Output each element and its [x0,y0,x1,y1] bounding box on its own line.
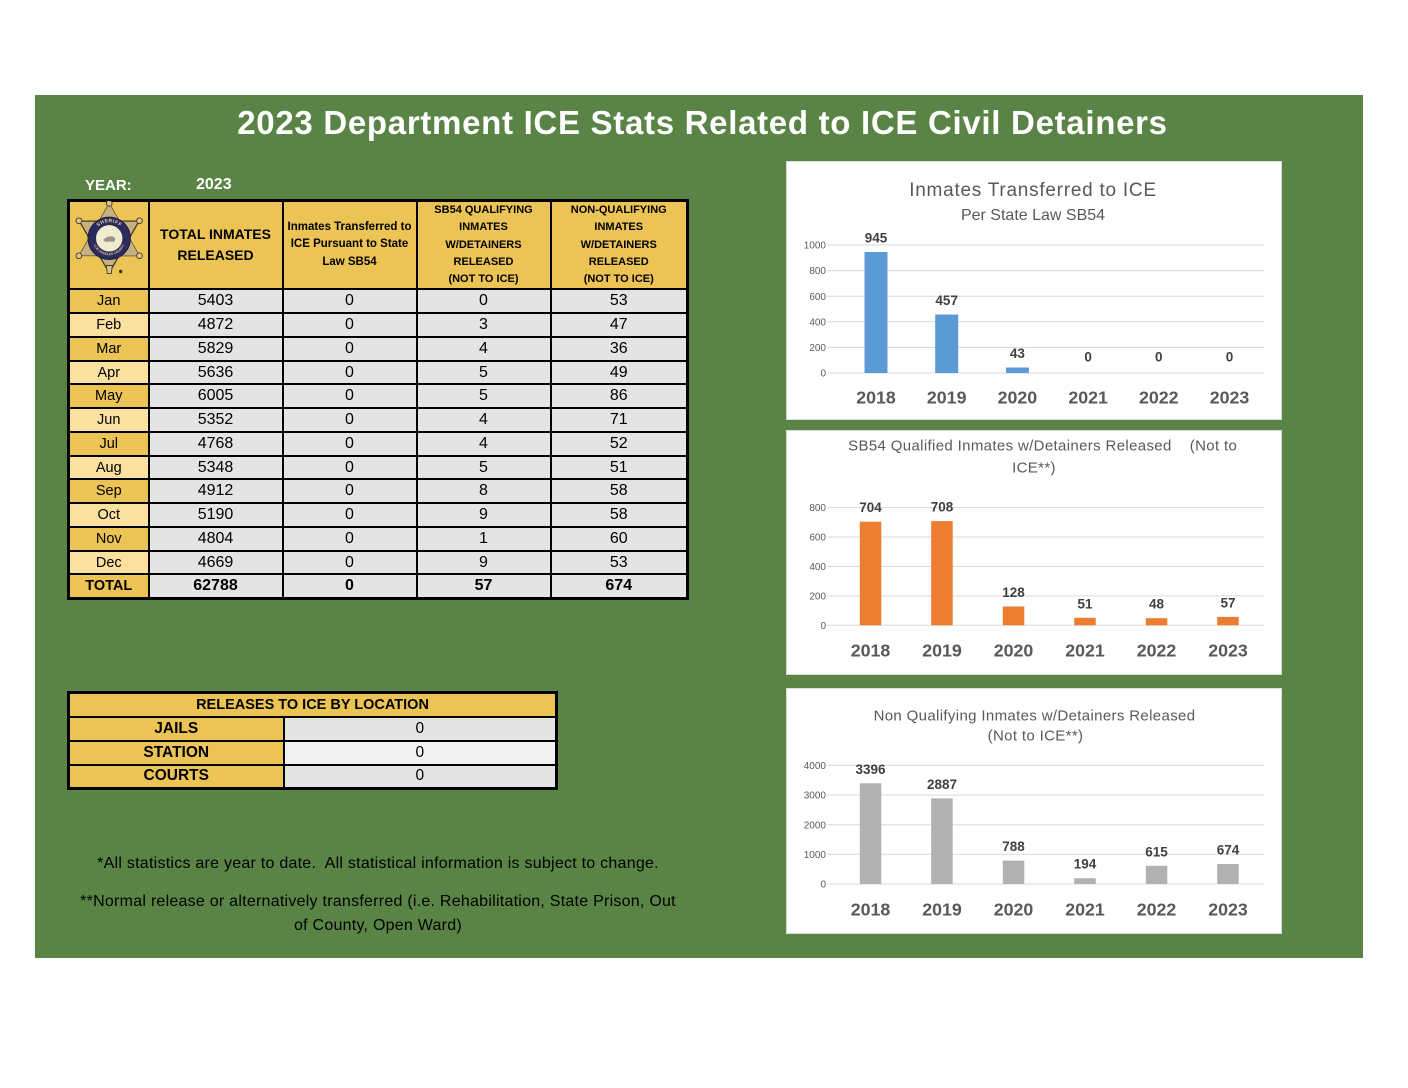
svg-text:3396: 3396 [855,762,886,777]
svg-text:2022: 2022 [1137,641,1177,661]
svg-text:3000: 3000 [804,791,827,802]
svg-text:708: 708 [931,500,954,515]
svg-text:800: 800 [809,503,826,514]
svg-text:2019: 2019 [922,641,962,661]
svg-text:200: 200 [809,343,826,354]
svg-text:2019: 2019 [922,900,962,920]
svg-text:194: 194 [1074,857,1097,872]
svg-text:(Not to ICE**): (Not to ICE**) [988,728,1084,745]
svg-text:43: 43 [1010,346,1026,361]
svg-text:0: 0 [1084,350,1092,365]
svg-text:57: 57 [1220,595,1235,610]
svg-text:51: 51 [1077,596,1093,611]
svg-text:788: 788 [1002,839,1025,854]
svg-text:2020: 2020 [994,900,1034,920]
svg-text:2018: 2018 [851,641,891,661]
svg-text:2021: 2021 [1065,900,1105,920]
svg-text:2018: 2018 [851,900,891,920]
svg-text:Non Qualifying Inmates w/Detai: Non Qualifying Inmates w/Detainers Relea… [874,708,1196,725]
svg-text:600: 600 [809,533,826,544]
svg-text:4000: 4000 [804,761,827,772]
svg-text:2023: 2023 [1208,641,1248,661]
svg-text:2022: 2022 [1137,900,1177,920]
svg-text:2000: 2000 [804,820,827,831]
svg-text:2022: 2022 [1139,388,1179,408]
svg-text:0: 0 [820,880,826,891]
svg-text:1000: 1000 [804,850,827,861]
svg-text:SHERIFF: SHERIFF [96,218,123,228]
svg-text:1000: 1000 [804,241,827,252]
svg-text:0: 0 [1226,350,1234,365]
svg-text:ICE**): ICE**) [1012,460,1056,477]
svg-text:400: 400 [809,317,826,328]
svg-text:200: 200 [809,592,826,603]
svg-text:128: 128 [1002,585,1025,600]
svg-text:800: 800 [809,266,826,277]
svg-text:0: 0 [820,369,826,380]
svg-text:2021: 2021 [1065,641,1105,661]
svg-text:2021: 2021 [1068,388,1108,408]
svg-text:Per State Law SB54: Per State Law SB54 [961,207,1105,224]
svg-text:600: 600 [809,292,826,303]
svg-text:457: 457 [935,293,958,308]
svg-text:Inmates Transferred to ICE: Inmates Transferred to ICE [909,180,1157,201]
svg-text:945: 945 [865,231,888,246]
svg-text:SB54 Qualified Inmates w/Detai: SB54 Qualified Inmates w/Detainers Relea… [848,438,1237,455]
svg-text:615: 615 [1145,844,1168,859]
svg-text:2023: 2023 [1210,388,1250,408]
svg-text:2019: 2019 [927,388,967,408]
svg-text:2023: 2023 [1208,900,1248,920]
svg-text:674: 674 [1217,843,1240,858]
svg-text:0: 0 [1155,350,1163,365]
svg-text:48: 48 [1149,597,1165,612]
svg-text:2887: 2887 [927,777,957,792]
svg-text:704: 704 [859,500,882,515]
svg-text:2018: 2018 [856,388,896,408]
svg-text:2020: 2020 [998,388,1038,408]
svg-text:0: 0 [820,621,826,632]
svg-text:2020: 2020 [994,641,1034,661]
svg-text:400: 400 [809,562,826,573]
